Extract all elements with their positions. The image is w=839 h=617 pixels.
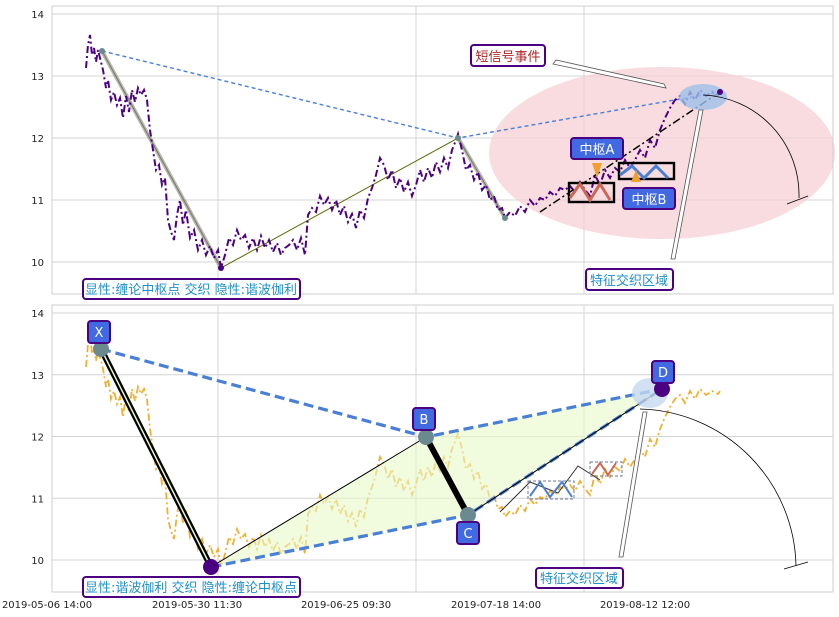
point-x-marker xyxy=(93,341,109,357)
pivot-b-text: 中枢B xyxy=(632,193,667,208)
point-label-text: B xyxy=(420,413,429,428)
y-tick-label: 12 xyxy=(31,433,44,444)
event-arrow xyxy=(552,59,667,89)
y-tick-label: 14 xyxy=(31,309,44,320)
pivot-b-label: 中枢B xyxy=(622,187,676,210)
top-point-a xyxy=(218,265,224,271)
top-arc-tick xyxy=(786,195,809,205)
bottom-feature-zone-label: 特征交织区域 xyxy=(535,567,624,589)
zone-arrow-top xyxy=(670,109,704,260)
y-tick-label: 11 xyxy=(31,196,44,207)
top-stroke-shadow-1 xyxy=(100,50,223,269)
bottom-panel xyxy=(85,333,809,575)
bottom-pivot-a-box xyxy=(527,480,575,500)
x-tick-labels: 2019-05-06 14:00 2019-05-30 11:30 2019-06-… xyxy=(2,600,690,611)
bottom-leg-bc xyxy=(423,435,471,517)
y-tick-label: 13 xyxy=(31,371,44,382)
y-tick-label: 12 xyxy=(31,134,44,145)
point-label-b: B xyxy=(412,407,436,431)
feature-zone-ellipse xyxy=(489,67,835,239)
top-stroke-shadow-2 xyxy=(456,136,507,220)
pivot-b-arrow xyxy=(631,170,641,182)
point-label-x: X xyxy=(87,320,111,344)
y-tick-label: 10 xyxy=(31,556,44,567)
point-label-d: D xyxy=(651,360,675,384)
harmonic-point-labels: X B C D xyxy=(87,320,675,545)
top-arc xyxy=(702,94,800,199)
short-signal-text: 短信号事件 xyxy=(475,50,540,65)
bottom-pivot-b-box xyxy=(589,461,623,477)
x-tick-label: 2019-05-06 14:00 xyxy=(2,600,92,611)
point-c-marker xyxy=(460,507,476,523)
bottom-arc xyxy=(639,408,797,567)
x-tick-label: 2019-07-18 14:00 xyxy=(451,600,541,611)
top-axes-frame xyxy=(51,5,834,295)
bottom-price-series xyxy=(85,333,721,568)
top-point-b xyxy=(455,135,461,141)
top-point-c xyxy=(502,215,508,221)
point-d-marker xyxy=(654,381,670,397)
point-b-marker xyxy=(418,429,434,445)
pivot-b-box xyxy=(617,161,676,181)
bottom-leg-cd xyxy=(467,388,663,516)
bottom-pivot-a-zigzag xyxy=(529,480,573,499)
bottom-y-tick-labels: 10 11 12 13 14 xyxy=(31,309,44,567)
harmonic-fill xyxy=(211,389,662,567)
top-y-tick-labels: 10 11 12 13 14 xyxy=(31,10,44,269)
bottom-chan-strokes xyxy=(499,465,601,513)
short-signal-label: 短信号事件 xyxy=(470,44,546,67)
bottom-feature-zone-text: 特征交织区域 xyxy=(540,571,618,587)
y-tick-label: 10 xyxy=(31,258,44,269)
top-d-point xyxy=(717,89,723,95)
bottom-leg-ab xyxy=(210,436,427,568)
pivot-a-zigzag xyxy=(568,181,612,203)
top-target-marker xyxy=(679,84,727,110)
pivot-a-label: 中枢A xyxy=(570,137,624,160)
top-feature-zone-text: 特征交织区域 xyxy=(590,273,668,289)
bottom-axes-frame xyxy=(51,304,834,593)
top-footer-text: 显性:缠论中枢点 交织 隐性:谐波伽利 xyxy=(85,282,297,298)
point-label-text: D xyxy=(658,366,668,381)
top-point-x xyxy=(99,48,105,54)
bottom-pivot-b-zigzag xyxy=(591,461,617,477)
x-tick-label: 2019-08-12 12:00 xyxy=(600,600,690,611)
point-a-marker xyxy=(203,559,219,575)
point-label-text: X xyxy=(95,326,104,341)
x-tick-label: 2019-05-30 11:30 xyxy=(152,600,242,611)
pivot-b-zigzag xyxy=(619,163,670,181)
zone-arrow-bottom xyxy=(618,411,648,558)
y-tick-label: 11 xyxy=(31,494,44,505)
bottom-leg-xa-core xyxy=(100,348,212,568)
pivot-a-box xyxy=(567,181,616,204)
point-label-c: C xyxy=(456,521,480,545)
pivot-a-arrow xyxy=(592,163,602,178)
top-feature-zone-label: 特征交织区域 xyxy=(585,268,674,291)
bottom-footer-text: 显性:谐波伽利 交织 隐性:缠论中枢点 xyxy=(85,580,297,596)
bottom-footer-label: 显性:谐波伽利 交织 隐性:缠论中枢点 xyxy=(82,576,301,598)
x-tick-label: 2019-06-25 09:30 xyxy=(301,600,391,611)
y-tick-label: 13 xyxy=(31,72,44,83)
pivot-a-text: 中枢A xyxy=(580,143,615,158)
top-footer-label: 显性:缠论中枢点 交织 隐性:谐波伽利 xyxy=(82,278,301,300)
bottom-arc-tick xyxy=(783,561,809,570)
bottom-grid xyxy=(52,305,833,592)
point-label-text: C xyxy=(463,527,472,542)
top-panel xyxy=(85,34,835,271)
y-tick-label: 14 xyxy=(31,10,44,21)
